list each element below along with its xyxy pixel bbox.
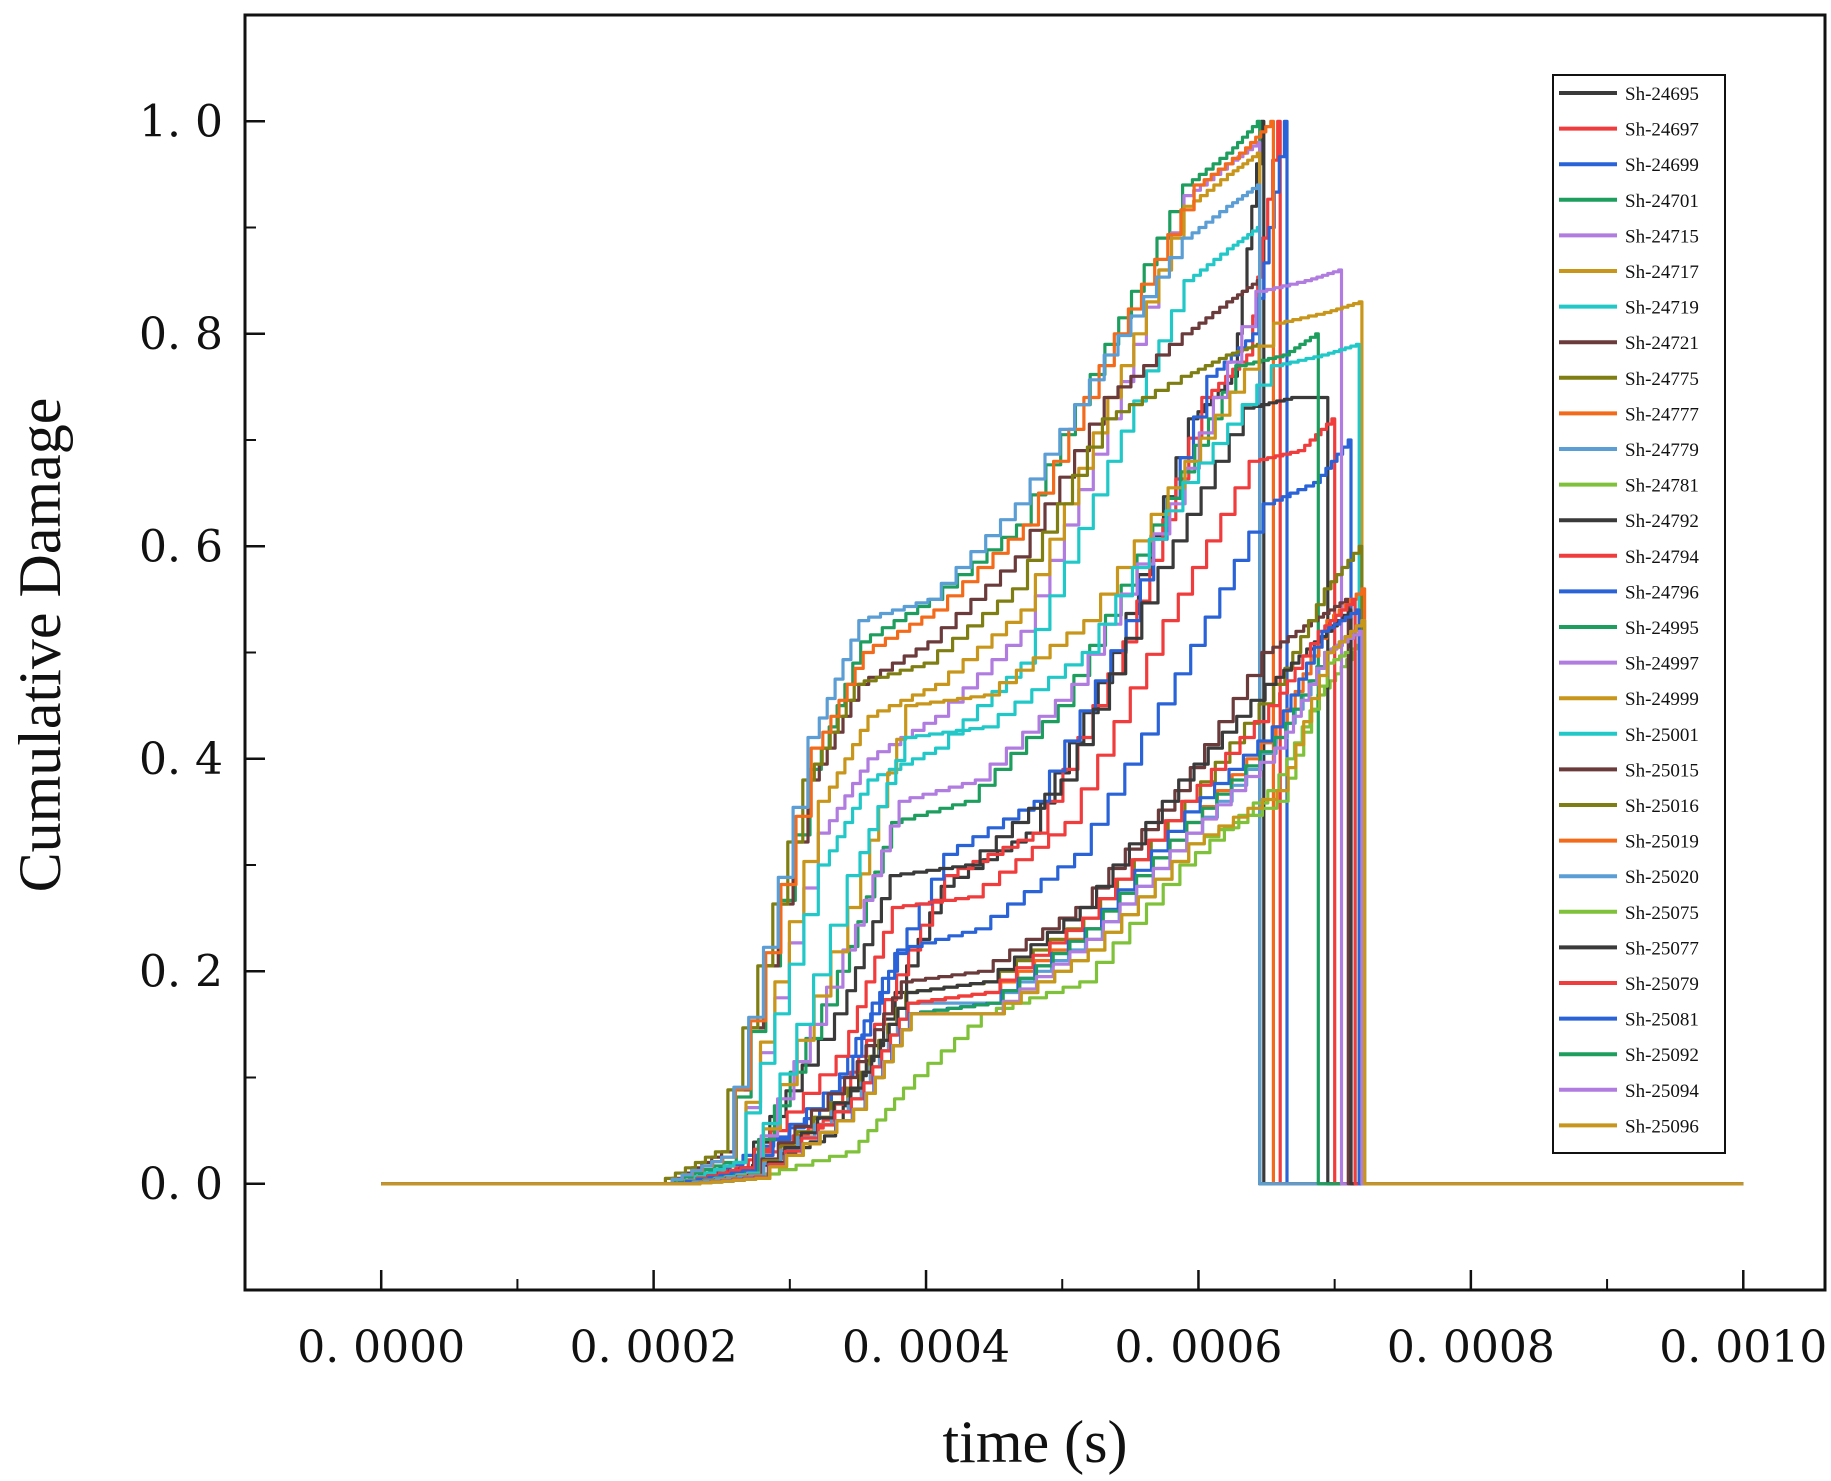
- legend-label: Sh-25079: [1625, 974, 1699, 995]
- series-line-sh-24777: [381, 119, 1744, 1186]
- legend-label: Sh-24794: [1625, 547, 1699, 568]
- series-line-sh-24792: [381, 395, 1744, 1186]
- x-tick-label: 0. 0002: [570, 1322, 738, 1373]
- y-tick-label: 0. 6: [139, 521, 223, 572]
- series-layer: [381, 119, 1744, 1186]
- series-line-sh-25077: [381, 608, 1744, 1186]
- legend-label: Sh-24697: [1625, 120, 1699, 141]
- legend-label: Sh-24779: [1625, 440, 1699, 461]
- legend-label: Sh-24701: [1625, 191, 1699, 212]
- y-tick-label: 0. 2: [139, 946, 223, 997]
- legend-label: Sh-24792: [1625, 511, 1699, 532]
- legend-label: Sh-25001: [1625, 725, 1699, 746]
- series-line-sh-25096: [381, 619, 1744, 1186]
- y-axis-title: Cumulative Damage: [7, 398, 73, 893]
- x-axis-title: time (s): [943, 1409, 1128, 1475]
- legend-label: Sh-25020: [1625, 867, 1699, 888]
- legend-label: Sh-24781: [1625, 476, 1699, 497]
- y-tick-label: 1. 0: [139, 96, 223, 147]
- y-tick-label: 0. 8: [139, 309, 223, 360]
- x-tick-label: 0. 0008: [1387, 1322, 1555, 1373]
- legend-box: [1552, 74, 1726, 1154]
- series-line-sh-24775: [381, 342, 1744, 1186]
- x-tick-label: 0. 0000: [297, 1322, 465, 1373]
- x-tick-label: 0. 0010: [1659, 1322, 1827, 1373]
- legend-label: Sh-25016: [1625, 796, 1699, 817]
- legend-label: Sh-24999: [1625, 689, 1699, 710]
- series-line-sh-24779: [381, 183, 1744, 1186]
- legend-label: Sh-24717: [1625, 262, 1699, 283]
- legend-label: Sh-24715: [1625, 226, 1699, 247]
- x-tick-label: 0. 0006: [1114, 1322, 1282, 1373]
- legend-label: Sh-25094: [1625, 1081, 1699, 1102]
- legend-label: Sh-24699: [1625, 155, 1699, 176]
- legend-label: Sh-24995: [1625, 618, 1699, 639]
- series-line-sh-24717: [381, 151, 1744, 1186]
- legend-label: Sh-24796: [1625, 582, 1699, 603]
- y-tick-label: 0. 4: [139, 734, 223, 785]
- series-line-sh-25001: [381, 342, 1744, 1186]
- y-tick-label: 0. 0: [139, 1159, 223, 1210]
- axis-layer: 0. 0000 0. 0002 0. 0004 0. 0006 0. 0008 0. 00…: [139, 14, 1827, 1373]
- legend-label: Sh-25077: [1625, 938, 1699, 959]
- legend-label: Sh-25092: [1625, 1045, 1699, 1066]
- series-line-sh-24796: [381, 438, 1744, 1186]
- legend-label: Sh-25015: [1625, 760, 1699, 781]
- legend-label: Sh-24721: [1625, 333, 1699, 354]
- legend-label: Sh-24695: [1625, 84, 1699, 105]
- series-line-sh-24794: [381, 417, 1744, 1186]
- series-line-sh-24719: [381, 225, 1744, 1186]
- legend-label: Sh-24997: [1625, 654, 1699, 675]
- x-tick-label: 0. 0004: [842, 1322, 1010, 1373]
- legend-label: Sh-24719: [1625, 298, 1699, 319]
- legend-label: Sh-25075: [1625, 903, 1699, 924]
- legend: Sh-24695 Sh-24697 Sh-24699 Sh-24701 Sh-24715…: [1552, 74, 1726, 1154]
- legend-label: Sh-25019: [1625, 832, 1699, 853]
- series-line-sh-25079: [381, 597, 1744, 1186]
- series-line-sh-24715: [381, 140, 1744, 1186]
- legend-label: Sh-25081: [1625, 1010, 1699, 1031]
- series-line-sh-25015: [381, 597, 1744, 1186]
- legend-label: Sh-24775: [1625, 369, 1699, 390]
- legend-label: Sh-24777: [1625, 404, 1699, 425]
- series-line-sh-24999: [381, 300, 1744, 1186]
- legend-label: Sh-25096: [1625, 1116, 1699, 1137]
